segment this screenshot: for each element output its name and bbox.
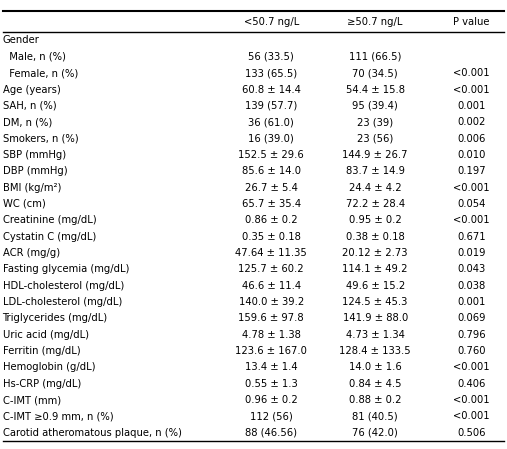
Text: 0.069: 0.069: [457, 313, 486, 323]
Text: Hemoglobin (g/dL): Hemoglobin (g/dL): [3, 362, 95, 372]
Text: 0.506: 0.506: [457, 428, 486, 438]
Text: 0.86 ± 0.2: 0.86 ± 0.2: [245, 215, 298, 225]
Text: 0.054: 0.054: [457, 199, 486, 209]
Text: 0.96 ± 0.2: 0.96 ± 0.2: [245, 395, 298, 405]
Text: Ferritin (mg/dL): Ferritin (mg/dL): [3, 346, 80, 356]
Text: 0.84 ± 4.5: 0.84 ± 4.5: [349, 379, 402, 389]
Text: 14.0 ± 1.6: 14.0 ± 1.6: [349, 362, 402, 372]
Text: Age (years): Age (years): [3, 84, 60, 95]
Text: <0.001: <0.001: [453, 84, 490, 95]
Text: Male, n (%): Male, n (%): [3, 52, 65, 62]
Text: <50.7 ng/L: <50.7 ng/L: [244, 17, 299, 26]
Text: 0.001: 0.001: [457, 297, 486, 307]
Text: 0.796: 0.796: [457, 330, 486, 340]
Text: 159.6 ± 97.8: 159.6 ± 97.8: [238, 313, 304, 323]
Text: DM, n (%): DM, n (%): [3, 117, 52, 127]
Text: 60.8 ± 14.4: 60.8 ± 14.4: [242, 84, 301, 95]
Text: SBP (mmHg): SBP (mmHg): [3, 150, 66, 160]
Text: 125.7 ± 60.2: 125.7 ± 60.2: [238, 264, 304, 274]
Text: 0.019: 0.019: [457, 248, 486, 258]
Text: Fasting glycemia (mg/dL): Fasting glycemia (mg/dL): [3, 264, 129, 274]
Text: 23 (56): 23 (56): [357, 133, 393, 144]
Text: 0.010: 0.010: [457, 150, 486, 160]
Text: 83.7 ± 14.9: 83.7 ± 14.9: [346, 166, 405, 176]
Text: C-IMT ≥0.9 mm, n (%): C-IMT ≥0.9 mm, n (%): [3, 411, 113, 422]
Text: WC (cm): WC (cm): [3, 199, 45, 209]
Text: 140.0 ± 39.2: 140.0 ± 39.2: [239, 297, 304, 307]
Text: 4.78 ± 1.38: 4.78 ± 1.38: [242, 330, 301, 340]
Text: 133 (65.5): 133 (65.5): [245, 68, 297, 78]
Text: 114.1 ± 49.2: 114.1 ± 49.2: [342, 264, 408, 274]
Text: Female, n (%): Female, n (%): [3, 68, 78, 78]
Text: C-IMT (mm): C-IMT (mm): [3, 395, 61, 405]
Text: 16 (39.0): 16 (39.0): [248, 133, 294, 144]
Text: 88 (46.56): 88 (46.56): [245, 428, 297, 438]
Text: 26.7 ± 5.4: 26.7 ± 5.4: [245, 183, 298, 193]
Text: 24.4 ± 4.2: 24.4 ± 4.2: [349, 183, 402, 193]
Text: SAH, n (%): SAH, n (%): [3, 101, 56, 111]
Text: 56 (33.5): 56 (33.5): [248, 52, 294, 62]
Text: 0.006: 0.006: [457, 133, 486, 144]
Text: 0.35 ± 0.18: 0.35 ± 0.18: [242, 232, 301, 242]
Text: Hs-CRP (mg/dL): Hs-CRP (mg/dL): [3, 379, 81, 389]
Text: 54.4 ± 15.8: 54.4 ± 15.8: [346, 84, 405, 95]
Text: 0.671: 0.671: [457, 232, 486, 242]
Text: 152.5 ± 29.6: 152.5 ± 29.6: [238, 150, 304, 160]
Text: 0.038: 0.038: [457, 281, 486, 291]
Text: 46.6 ± 11.4: 46.6 ± 11.4: [242, 281, 301, 291]
Text: 0.406: 0.406: [457, 379, 486, 389]
Text: 0.001: 0.001: [457, 101, 486, 111]
Text: LDL-cholesterol (mg/dL): LDL-cholesterol (mg/dL): [3, 297, 122, 307]
Text: 13.4 ± 1.4: 13.4 ± 1.4: [245, 362, 298, 372]
Text: 85.6 ± 14.0: 85.6 ± 14.0: [242, 166, 301, 176]
Text: 112 (56): 112 (56): [250, 411, 293, 422]
Text: Uric acid (mg/dL): Uric acid (mg/dL): [3, 330, 89, 340]
Text: HDL-cholesterol (mg/dL): HDL-cholesterol (mg/dL): [3, 281, 124, 291]
Text: Smokers, n (%): Smokers, n (%): [3, 133, 78, 144]
Text: 123.6 ± 167.0: 123.6 ± 167.0: [235, 346, 307, 356]
Text: DBP (mmHg): DBP (mmHg): [3, 166, 67, 176]
Text: 47.64 ± 11.35: 47.64 ± 11.35: [235, 248, 307, 258]
Text: 36 (61.0): 36 (61.0): [248, 117, 294, 127]
Text: 0.197: 0.197: [457, 166, 486, 176]
Text: ACR (mg/g): ACR (mg/g): [3, 248, 60, 258]
Text: 23 (39): 23 (39): [357, 117, 393, 127]
Text: <0.001: <0.001: [453, 68, 490, 78]
Text: 111 (66.5): 111 (66.5): [349, 52, 402, 62]
Text: Creatinine (mg/dL): Creatinine (mg/dL): [3, 215, 96, 225]
Text: 81 (40.5): 81 (40.5): [352, 411, 398, 422]
Text: Triglycerides (mg/dL): Triglycerides (mg/dL): [3, 313, 107, 323]
Text: 0.043: 0.043: [457, 264, 486, 274]
Text: 124.5 ± 45.3: 124.5 ± 45.3: [343, 297, 408, 307]
Text: 139 (57.7): 139 (57.7): [245, 101, 298, 111]
Text: <0.001: <0.001: [453, 411, 490, 422]
Text: 76 (42.0): 76 (42.0): [352, 428, 398, 438]
Text: Carotid atheromatous plaque, n (%): Carotid atheromatous plaque, n (%): [3, 428, 182, 438]
Text: 20.12 ± 2.73: 20.12 ± 2.73: [342, 248, 408, 258]
Text: 4.73 ± 1.34: 4.73 ± 1.34: [346, 330, 405, 340]
Text: ≥50.7 ng/L: ≥50.7 ng/L: [347, 17, 403, 26]
Text: P value: P value: [453, 17, 490, 26]
Text: 0.002: 0.002: [457, 117, 486, 127]
Text: 49.6 ± 15.2: 49.6 ± 15.2: [346, 281, 405, 291]
Text: 65.7 ± 35.4: 65.7 ± 35.4: [242, 199, 301, 209]
Text: 0.95 ± 0.2: 0.95 ± 0.2: [349, 215, 402, 225]
Text: 70 (34.5): 70 (34.5): [352, 68, 398, 78]
Text: 128.4 ± 133.5: 128.4 ± 133.5: [339, 346, 411, 356]
Text: <0.001: <0.001: [453, 395, 490, 405]
Text: 72.2 ± 28.4: 72.2 ± 28.4: [346, 199, 405, 209]
Text: 95 (39.4): 95 (39.4): [352, 101, 398, 111]
Text: 0.55 ± 1.3: 0.55 ± 1.3: [245, 379, 298, 389]
Text: Cystatin C (mg/dL): Cystatin C (mg/dL): [3, 232, 96, 242]
Text: 141.9 ± 88.0: 141.9 ± 88.0: [343, 313, 408, 323]
Text: 0.88 ± 0.2: 0.88 ± 0.2: [349, 395, 402, 405]
Text: <0.001: <0.001: [453, 215, 490, 225]
Text: 144.9 ± 26.7: 144.9 ± 26.7: [342, 150, 408, 160]
Text: BMI (kg/m²): BMI (kg/m²): [3, 183, 61, 193]
Text: Gender: Gender: [3, 35, 40, 45]
Text: <0.001: <0.001: [453, 183, 490, 193]
Text: 0.760: 0.760: [457, 346, 486, 356]
Text: 0.38 ± 0.18: 0.38 ± 0.18: [346, 232, 405, 242]
Text: <0.001: <0.001: [453, 362, 490, 372]
